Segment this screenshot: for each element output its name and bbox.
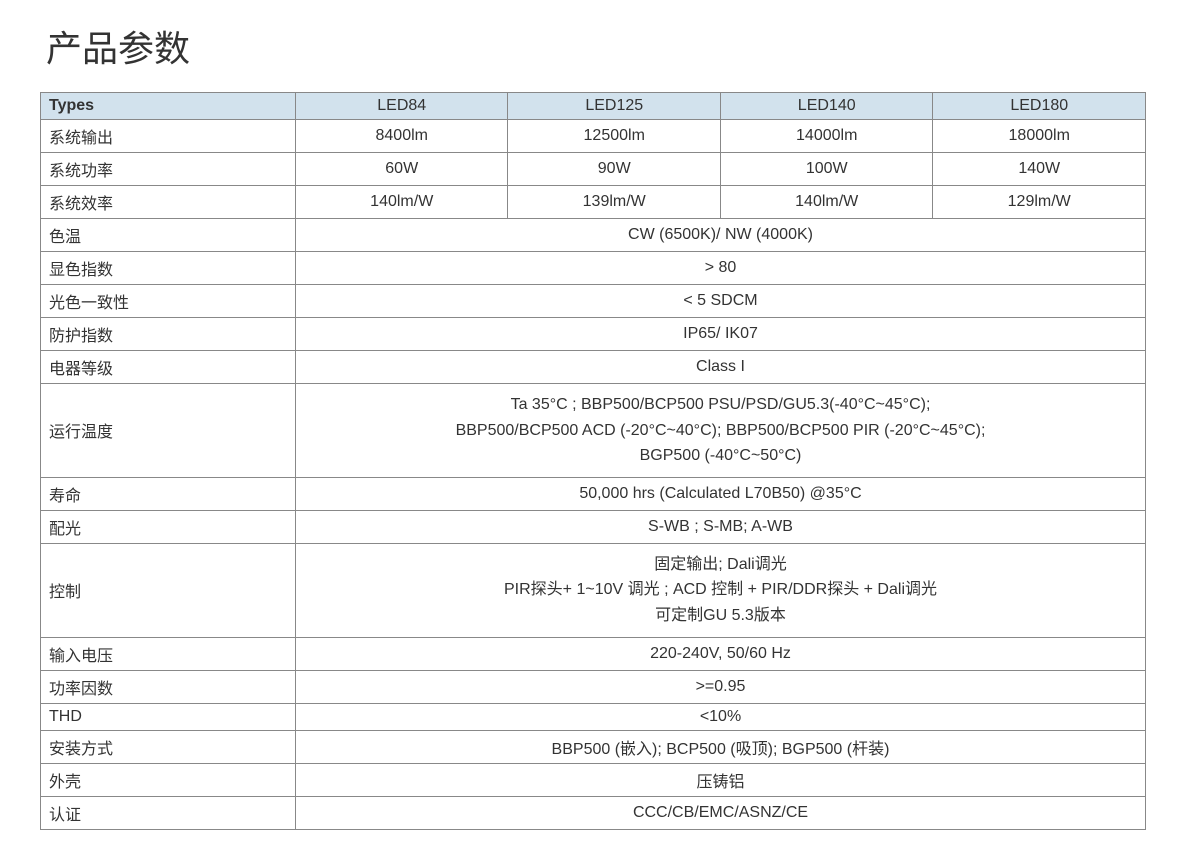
- cell-span-value: > 80: [296, 252, 1146, 285]
- cell-value: 12500lm: [508, 120, 720, 153]
- table-row: 系统效率140lm/W139lm/W140lm/W129lm/W: [41, 186, 1146, 219]
- table-row: 配光S-WB ; S-MB; A-WB: [41, 510, 1146, 543]
- cell-value: 8400lm: [296, 120, 508, 153]
- row-label: 色温: [41, 219, 296, 252]
- cell-span-value: IP65/ IK07: [296, 318, 1146, 351]
- table-body: 系统输出8400lm12500lm14000lm18000lm系统功率60W90…: [41, 120, 1146, 830]
- cell-value: 140lm/W: [720, 186, 932, 219]
- cell-value: 14000lm: [720, 120, 932, 153]
- row-label: 运行温度: [41, 384, 296, 478]
- cell-span-multiline: Ta 35°C ; BBP500/BCP500 PSU/PSD/GU5.3(-4…: [296, 384, 1146, 478]
- table-row: 控制固定输出; Dali调光PIR探头+ 1~10V 调光 ; ACD 控制 +…: [41, 543, 1146, 637]
- cell-value: 139lm/W: [508, 186, 720, 219]
- table-row: 安装方式BBP500 (嵌入); BCP500 (吸顶); BGP500 (杆装…: [41, 730, 1146, 763]
- table-row: 光色一致性< 5 SDCM: [41, 285, 1146, 318]
- row-label: 光色一致性: [41, 285, 296, 318]
- cell-value: 18000lm: [933, 120, 1146, 153]
- col-header: LED125: [508, 93, 720, 120]
- page-title: 产品参数: [46, 20, 1146, 72]
- table-row: 系统输出8400lm12500lm14000lm18000lm: [41, 120, 1146, 153]
- cell-span-value: S-WB ; S-MB; A-WB: [296, 510, 1146, 543]
- row-label: 控制: [41, 543, 296, 637]
- table-row: THD<10%: [41, 703, 1146, 730]
- spec-table: Types LED84 LED125 LED140 LED180 系统输出840…: [40, 92, 1146, 830]
- row-label: 系统功率: [41, 153, 296, 186]
- table-row: 输入电压220-240V, 50/60 Hz: [41, 637, 1146, 670]
- cell-value: 60W: [296, 153, 508, 186]
- table-row: 电器等级Class I: [41, 351, 1146, 384]
- table-row: 系统功率60W90W100W140W: [41, 153, 1146, 186]
- cell-span-value: CCC/CB/EMC/ASNZ/CE: [296, 796, 1146, 829]
- cell-span-value: 压铸铝: [296, 763, 1146, 796]
- row-label: 认证: [41, 796, 296, 829]
- table-row: 寿命50,000 hrs (Calculated L70B50) @35°C: [41, 477, 1146, 510]
- cell-span-value: Class I: [296, 351, 1146, 384]
- table-row: 显色指数> 80: [41, 252, 1146, 285]
- cell-value: 140W: [933, 153, 1146, 186]
- row-label: 电器等级: [41, 351, 296, 384]
- table-row: 认证CCC/CB/EMC/ASNZ/CE: [41, 796, 1146, 829]
- row-label: 系统输出: [41, 120, 296, 153]
- table-header-row: Types LED84 LED125 LED140 LED180: [41, 93, 1146, 120]
- row-label: 寿命: [41, 477, 296, 510]
- row-label: 防护指数: [41, 318, 296, 351]
- types-header: Types: [41, 93, 296, 120]
- row-label: 安装方式: [41, 730, 296, 763]
- cell-value: 129lm/W: [933, 186, 1146, 219]
- row-label: 系统效率: [41, 186, 296, 219]
- col-header: LED84: [296, 93, 508, 120]
- cell-span-value: 220-240V, 50/60 Hz: [296, 637, 1146, 670]
- col-header: LED180: [933, 93, 1146, 120]
- cell-span-value: < 5 SDCM: [296, 285, 1146, 318]
- table-row: 运行温度Ta 35°C ; BBP500/BCP500 PSU/PSD/GU5.…: [41, 384, 1146, 478]
- cell-span-value: >=0.95: [296, 670, 1146, 703]
- row-label: 输入电压: [41, 637, 296, 670]
- col-header: LED140: [720, 93, 932, 120]
- table-row: 色温CW (6500K)/ NW (4000K): [41, 219, 1146, 252]
- cell-value: 140lm/W: [296, 186, 508, 219]
- table-row: 功率因数>=0.95: [41, 670, 1146, 703]
- cell-span-value: BBP500 (嵌入); BCP500 (吸顶); BGP500 (杆装): [296, 730, 1146, 763]
- cell-span-value: CW (6500K)/ NW (4000K): [296, 219, 1146, 252]
- cell-value: 100W: [720, 153, 932, 186]
- row-label: 显色指数: [41, 252, 296, 285]
- table-row: 防护指数IP65/ IK07: [41, 318, 1146, 351]
- cell-span-value: <10%: [296, 703, 1146, 730]
- row-label: 配光: [41, 510, 296, 543]
- cell-span-multiline: 固定输出; Dali调光PIR探头+ 1~10V 调光 ; ACD 控制 + P…: [296, 543, 1146, 637]
- row-label: THD: [41, 703, 296, 730]
- row-label: 功率因数: [41, 670, 296, 703]
- cell-span-value: 50,000 hrs (Calculated L70B50) @35°C: [296, 477, 1146, 510]
- table-row: 外壳压铸铝: [41, 763, 1146, 796]
- row-label: 外壳: [41, 763, 296, 796]
- cell-value: 90W: [508, 153, 720, 186]
